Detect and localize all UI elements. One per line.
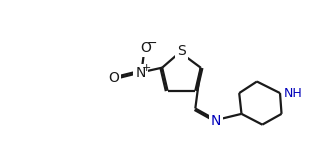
Text: N: N: [135, 66, 146, 80]
Text: −: −: [147, 37, 158, 50]
Text: N: N: [211, 114, 221, 128]
Text: O: O: [140, 41, 152, 55]
Text: S: S: [177, 44, 186, 58]
Text: NH: NH: [284, 87, 303, 100]
Text: +: +: [141, 63, 151, 73]
Text: O: O: [108, 71, 119, 85]
